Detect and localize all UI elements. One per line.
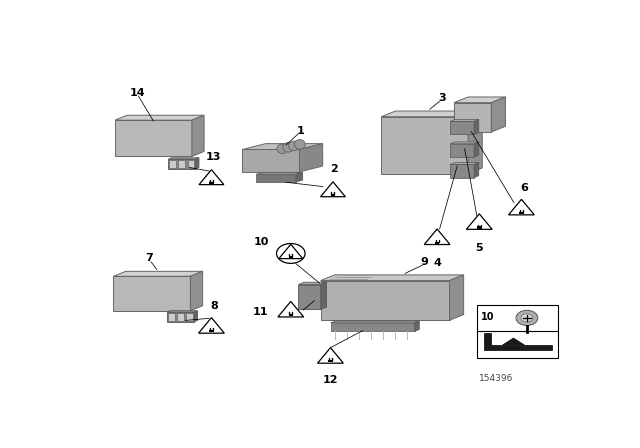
Polygon shape <box>451 164 474 177</box>
Polygon shape <box>194 311 198 322</box>
Polygon shape <box>331 323 415 332</box>
Polygon shape <box>115 120 192 156</box>
Polygon shape <box>198 318 225 333</box>
Text: 14: 14 <box>129 88 145 99</box>
Text: 6: 6 <box>520 183 528 193</box>
Polygon shape <box>381 117 468 174</box>
Bar <box>188 160 195 168</box>
Polygon shape <box>321 282 326 310</box>
Bar <box>519 212 524 214</box>
Polygon shape <box>454 103 492 132</box>
Polygon shape <box>243 144 323 150</box>
Polygon shape <box>296 172 303 182</box>
Text: 5: 5 <box>476 243 483 253</box>
Text: 1: 1 <box>297 126 305 136</box>
Text: 3: 3 <box>438 93 446 103</box>
Polygon shape <box>298 282 326 284</box>
Polygon shape <box>243 150 300 172</box>
Polygon shape <box>451 142 479 144</box>
Polygon shape <box>199 170 224 185</box>
Bar <box>477 226 481 228</box>
Circle shape <box>516 310 538 326</box>
Text: 4: 4 <box>433 258 441 268</box>
Polygon shape <box>192 115 204 156</box>
Polygon shape <box>190 271 203 311</box>
Ellipse shape <box>294 139 305 149</box>
Text: 2: 2 <box>331 164 339 174</box>
Polygon shape <box>467 214 492 229</box>
Polygon shape <box>331 321 419 323</box>
Polygon shape <box>509 199 534 215</box>
Bar <box>289 256 293 258</box>
Text: 9: 9 <box>420 257 429 267</box>
Bar <box>209 182 214 184</box>
Bar <box>179 160 186 168</box>
Polygon shape <box>113 276 190 311</box>
Text: 12: 12 <box>323 375 338 385</box>
Text: 154396: 154396 <box>479 374 514 383</box>
Polygon shape <box>113 271 203 276</box>
Bar <box>477 305 557 358</box>
Bar <box>170 160 176 168</box>
Polygon shape <box>449 275 463 320</box>
Polygon shape <box>468 111 483 174</box>
Polygon shape <box>321 182 346 197</box>
Polygon shape <box>167 312 194 322</box>
Bar <box>186 313 193 321</box>
Text: 10: 10 <box>481 312 495 323</box>
Text: 8: 8 <box>210 301 218 311</box>
Polygon shape <box>492 97 506 132</box>
Polygon shape <box>451 120 479 121</box>
Polygon shape <box>321 280 449 320</box>
Polygon shape <box>451 121 474 134</box>
Circle shape <box>521 314 533 322</box>
Polygon shape <box>168 158 199 159</box>
Polygon shape <box>484 333 552 350</box>
Ellipse shape <box>289 141 300 151</box>
Bar <box>209 330 214 332</box>
Polygon shape <box>279 244 303 258</box>
Bar <box>168 313 175 321</box>
Bar <box>435 241 440 244</box>
Polygon shape <box>451 163 479 164</box>
Ellipse shape <box>277 144 288 154</box>
Polygon shape <box>381 111 483 117</box>
Ellipse shape <box>283 142 294 152</box>
Text: 11: 11 <box>252 307 268 318</box>
Bar <box>177 313 184 321</box>
Text: 10: 10 <box>253 237 269 247</box>
Polygon shape <box>196 158 199 169</box>
Polygon shape <box>415 321 419 332</box>
Polygon shape <box>256 172 303 174</box>
Polygon shape <box>474 120 479 134</box>
Bar <box>328 360 333 362</box>
Polygon shape <box>474 142 479 157</box>
Text: 7: 7 <box>145 253 154 263</box>
Polygon shape <box>300 144 323 172</box>
Polygon shape <box>256 174 296 182</box>
Bar <box>289 314 293 316</box>
Polygon shape <box>451 144 474 157</box>
Polygon shape <box>474 163 479 177</box>
Polygon shape <box>502 338 524 345</box>
Polygon shape <box>298 284 321 310</box>
Polygon shape <box>168 159 196 169</box>
Polygon shape <box>317 348 344 363</box>
Text: 13: 13 <box>205 152 221 162</box>
Polygon shape <box>424 229 450 245</box>
Polygon shape <box>167 311 198 312</box>
Bar <box>331 194 335 196</box>
Polygon shape <box>321 275 463 280</box>
Polygon shape <box>278 302 304 317</box>
Polygon shape <box>115 115 204 120</box>
Polygon shape <box>454 97 506 103</box>
